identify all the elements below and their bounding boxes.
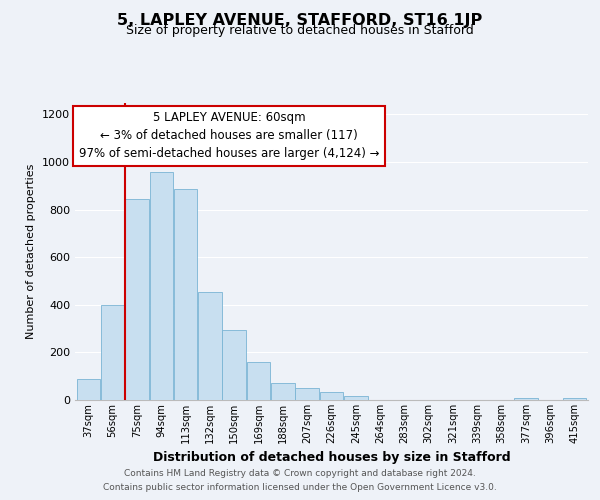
Bar [247,362,271,400]
Text: 5, LAPLEY AVENUE, STAFFORD, ST16 1JP: 5, LAPLEY AVENUE, STAFFORD, ST16 1JP [118,12,482,28]
Bar [149,172,173,400]
Text: 5 LAPLEY AVENUE: 60sqm
← 3% of detached houses are smaller (117)
97% of semi-det: 5 LAPLEY AVENUE: 60sqm ← 3% of detached … [79,112,379,160]
Bar [174,190,197,400]
Bar [320,392,343,400]
Text: Size of property relative to detached houses in Stafford: Size of property relative to detached ho… [126,24,474,37]
Text: Contains public sector information licensed under the Open Government Licence v3: Contains public sector information licen… [103,484,497,492]
Bar [77,378,100,400]
Bar [125,199,149,400]
X-axis label: Distribution of detached houses by size in Stafford: Distribution of detached houses by size … [152,452,511,464]
Bar [563,398,586,400]
Text: Contains HM Land Registry data © Crown copyright and database right 2024.: Contains HM Land Registry data © Crown c… [124,468,476,477]
Bar [271,384,295,400]
Bar [223,330,246,400]
Bar [344,396,368,400]
Bar [198,292,222,400]
Bar [514,398,538,400]
Bar [101,305,124,400]
Y-axis label: Number of detached properties: Number of detached properties [26,164,37,339]
Bar [295,388,319,400]
